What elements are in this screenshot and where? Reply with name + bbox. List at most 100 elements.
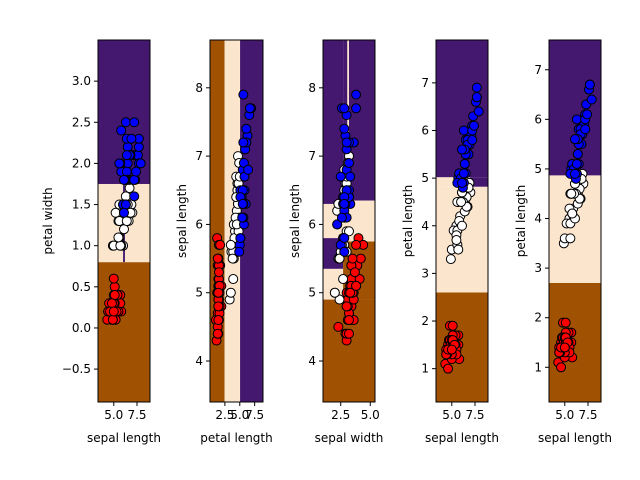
plot-area xyxy=(549,40,601,402)
data-point-class-2 xyxy=(131,166,142,177)
axes-frame xyxy=(209,39,264,403)
data-point-class-1 xyxy=(225,239,236,250)
data-point-class-2 xyxy=(119,174,129,185)
x-tick-label: 7.5 xyxy=(578,408,597,422)
data-point-class-2 xyxy=(129,174,140,185)
data-point-class-0 xyxy=(446,344,457,355)
x-axis-label: sepal length xyxy=(425,431,499,445)
data-point-class-0 xyxy=(333,321,344,332)
y-tick-label: −0.5 xyxy=(62,362,91,376)
data-point-class-0 xyxy=(345,287,356,298)
data-point-class-0 xyxy=(213,301,224,312)
data-point-class-1 xyxy=(120,191,131,202)
x-tick-label: 5.0 xyxy=(361,408,380,422)
data-point-class-0 xyxy=(349,267,360,278)
data-point-class-0 xyxy=(560,317,571,328)
x-axis-label: sepal width xyxy=(315,431,384,445)
data-point-class-1 xyxy=(565,233,576,244)
plot-area xyxy=(210,40,263,402)
y-tick-label: 3.0 xyxy=(72,74,91,88)
data-point-class-2 xyxy=(121,150,132,161)
data-point-class-0 xyxy=(106,298,117,309)
data-point-class-2 xyxy=(235,233,246,244)
data-point-class-1 xyxy=(453,244,464,255)
subplot-5: 5.0 7.5 1 2 3 4 5 6 7 sepal length petal length xyxy=(514,39,612,445)
data-point-class-2 xyxy=(471,92,482,103)
data-point-class-0 xyxy=(559,342,570,353)
data-point-class-1 xyxy=(567,208,578,219)
y-tick-label: 7 xyxy=(195,149,203,163)
data-point-class-2 xyxy=(241,123,252,134)
x-tick-label: 2.5 xyxy=(215,408,234,422)
y-tick-label: 2.5 xyxy=(72,115,91,129)
data-point-class-2 xyxy=(584,79,595,90)
data-point-class-0 xyxy=(212,328,223,339)
data-point-class-2 xyxy=(116,125,127,136)
data-point-class-0 xyxy=(212,253,223,264)
y-tick-label: 8 xyxy=(308,81,316,95)
data-point-class-2 xyxy=(122,141,133,152)
data-point-class-2 xyxy=(457,144,467,155)
x-axis-label: sepal length xyxy=(87,431,161,445)
data-point-class-2 xyxy=(586,94,597,105)
data-point-class-2 xyxy=(238,137,249,148)
decision-region-class-2 xyxy=(469,177,488,187)
data-point-class-1 xyxy=(115,240,126,251)
data-point-class-1 xyxy=(344,226,354,237)
data-point-class-1 xyxy=(334,253,345,264)
y-axis-label: petal width xyxy=(41,187,55,254)
data-point-class-1 xyxy=(457,220,467,231)
data-point-class-0 xyxy=(215,239,226,250)
data-point-class-1 xyxy=(329,287,340,298)
data-point-class-1 xyxy=(124,183,135,194)
data-point-class-2 xyxy=(126,133,137,144)
y-tick-label: 1.0 xyxy=(72,239,91,253)
x-tick-label: 7.5 xyxy=(127,408,146,422)
y-tick-label: 4 xyxy=(195,354,203,368)
data-point-class-2 xyxy=(119,207,129,218)
x-tick-label: 7.5 xyxy=(465,408,484,422)
plot-area xyxy=(98,40,150,402)
plot-area xyxy=(323,40,375,402)
data-point-class-2 xyxy=(120,199,131,210)
decision-region-class-0 xyxy=(210,40,225,402)
data-point-class-2 xyxy=(459,158,470,169)
data-point-class-2 xyxy=(133,141,144,152)
y-tick-label: 1 xyxy=(421,362,429,376)
x-tick-label: 2.5 xyxy=(331,408,350,422)
data-point-class-2 xyxy=(570,134,580,145)
data-point-class-2 xyxy=(351,89,362,100)
x-tick-label: 5.0 xyxy=(555,408,574,422)
data-point-class-0 xyxy=(108,273,119,284)
data-point-class-0 xyxy=(341,301,352,312)
x-tick-label: 5.0 xyxy=(104,408,123,422)
data-point-class-2 xyxy=(582,109,593,120)
axes-frame xyxy=(97,39,151,403)
data-point-class-2 xyxy=(473,106,484,117)
y-tick-label: 5 xyxy=(308,286,316,300)
data-point-class-2 xyxy=(572,149,583,160)
data-point-class-2 xyxy=(121,166,132,177)
y-tick-label: 6 xyxy=(421,124,429,138)
data-point-class-2 xyxy=(344,157,354,168)
y-tick-label: 4 xyxy=(534,212,542,226)
y-tick-label: 3 xyxy=(534,261,542,275)
data-point-class-2 xyxy=(339,246,350,257)
y-tick-label: 6 xyxy=(534,112,542,126)
axes-frame xyxy=(435,39,489,403)
data-point-class-1 xyxy=(228,274,239,285)
data-point-class-0 xyxy=(443,363,454,374)
data-point-class-2 xyxy=(135,158,146,169)
data-point-class-1 xyxy=(334,294,345,305)
y-tick-label: 1 xyxy=(534,360,542,374)
x-tick-label: 5.0 xyxy=(230,408,249,422)
data-point-class-0 xyxy=(347,253,358,264)
data-point-class-1 xyxy=(227,253,238,264)
plot-area xyxy=(436,40,488,402)
data-point-class-2 xyxy=(243,164,254,175)
y-tick-label: 8 xyxy=(195,81,203,95)
data-point-class-2 xyxy=(339,103,350,114)
data-point-class-0 xyxy=(344,315,354,326)
y-tick-label: 7 xyxy=(421,76,429,90)
y-tick-label: 1.5 xyxy=(72,198,91,212)
